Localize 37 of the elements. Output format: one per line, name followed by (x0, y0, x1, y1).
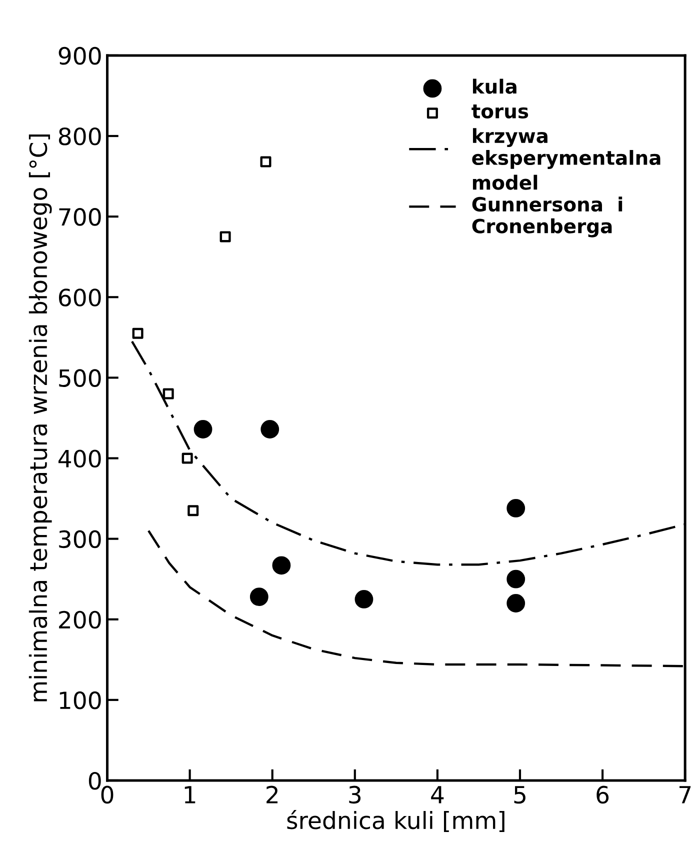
point (506, 570, 526, 588)
point (162, 388, 174, 400)
x-tick-label: 1 (184, 786, 196, 804)
y-tick-label: 300 (59, 530, 101, 548)
point (182, 452, 193, 464)
point (220, 231, 231, 242)
x-axis-title: średnica kuli [mm] (287, 810, 504, 832)
legend-label: kula (472, 78, 516, 94)
y-tick-label: 600 (58, 288, 101, 306)
point (250, 588, 268, 606)
point (194, 420, 212, 438)
legend-label: torus (472, 104, 528, 118)
x-tick-label: 2 (266, 786, 278, 804)
x-tick-label: 5 (514, 786, 526, 804)
y-tick-label: 800 (58, 127, 101, 146)
x-tick-label: 3 (349, 786, 361, 804)
y-tick-label: 200 (59, 610, 101, 629)
point (188, 505, 199, 516)
y-tick-label: 100 (60, 691, 101, 710)
point (260, 156, 272, 168)
point (354, 590, 374, 608)
y-axis-title: minimalna temperatura wrzenia błonowego [°C] (28, 134, 52, 702)
x-tick-label: 4 (431, 786, 444, 804)
legend-label: model Gunnersona i Cronenberga (472, 174, 622, 238)
x-tick-label: 6 (596, 786, 609, 804)
point (260, 420, 280, 438)
x-tick-label: 0 (101, 786, 114, 804)
point (272, 556, 291, 575)
y-tick-label: 400 (58, 450, 101, 468)
point (506, 594, 526, 612)
point (132, 328, 144, 339)
point (506, 499, 526, 518)
y-tick-label: 500 (59, 369, 101, 387)
x-tick-label: 7 (680, 786, 691, 804)
y-tick-label: 0 (88, 772, 101, 790)
y-tick-label: 900 (58, 46, 101, 65)
y-tick-label: 700 (59, 208, 101, 226)
